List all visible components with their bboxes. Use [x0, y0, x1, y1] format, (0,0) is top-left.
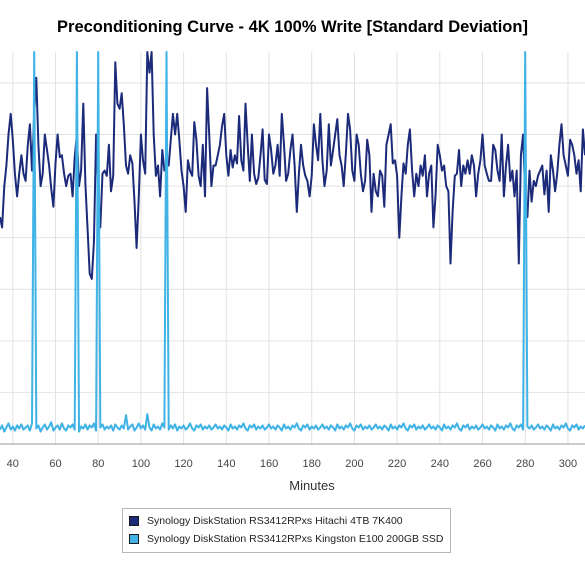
- series-line-kingston: [0, 51, 585, 433]
- x-tick-label: 200: [345, 458, 363, 470]
- x-tick-label: 300: [559, 458, 577, 470]
- series-layer: [0, 51, 585, 433]
- x-tick-label: 280: [516, 458, 534, 470]
- x-tick-label: 220: [388, 458, 406, 470]
- x-tick-label: 100: [132, 458, 150, 470]
- legend-item-hitachi[interactable]: Synology DiskStation RS3412RPxs Hitachi …: [129, 512, 444, 530]
- x-tick-label: 260: [473, 458, 491, 470]
- x-tick-label: 120: [174, 458, 192, 470]
- legend-label-hitachi: Synology DiskStation RS3412RPxs Hitachi …: [147, 515, 403, 527]
- x-tick-label: 180: [303, 458, 321, 470]
- x-tick-label: 140: [217, 458, 235, 470]
- x-tick-labels: 40 60 80 100 120 140 160 180 200 220 240 260 280 300: [7, 458, 577, 470]
- x-axis-label: Minutes: [289, 478, 335, 493]
- x-tick-label: 40: [7, 458, 19, 470]
- x-tick-label: 160: [260, 458, 278, 470]
- x-tick-label: 240: [431, 458, 449, 470]
- x-tick-label: 60: [49, 458, 61, 470]
- legend-swatch-kingston: [129, 534, 139, 544]
- legend-label-kingston: Synology DiskStation RS3412RPxs Kingston…: [147, 533, 444, 545]
- legend: Synology DiskStation RS3412RPxs Hitachi …: [122, 508, 451, 553]
- chart-title: Preconditioning Curve - 4K 100% Write [S…: [57, 18, 528, 36]
- legend-swatch-hitachi: [129, 516, 139, 526]
- legend-item-kingston[interactable]: Synology DiskStation RS3412RPxs Kingston…: [129, 530, 444, 548]
- x-tick-label: 80: [92, 458, 104, 470]
